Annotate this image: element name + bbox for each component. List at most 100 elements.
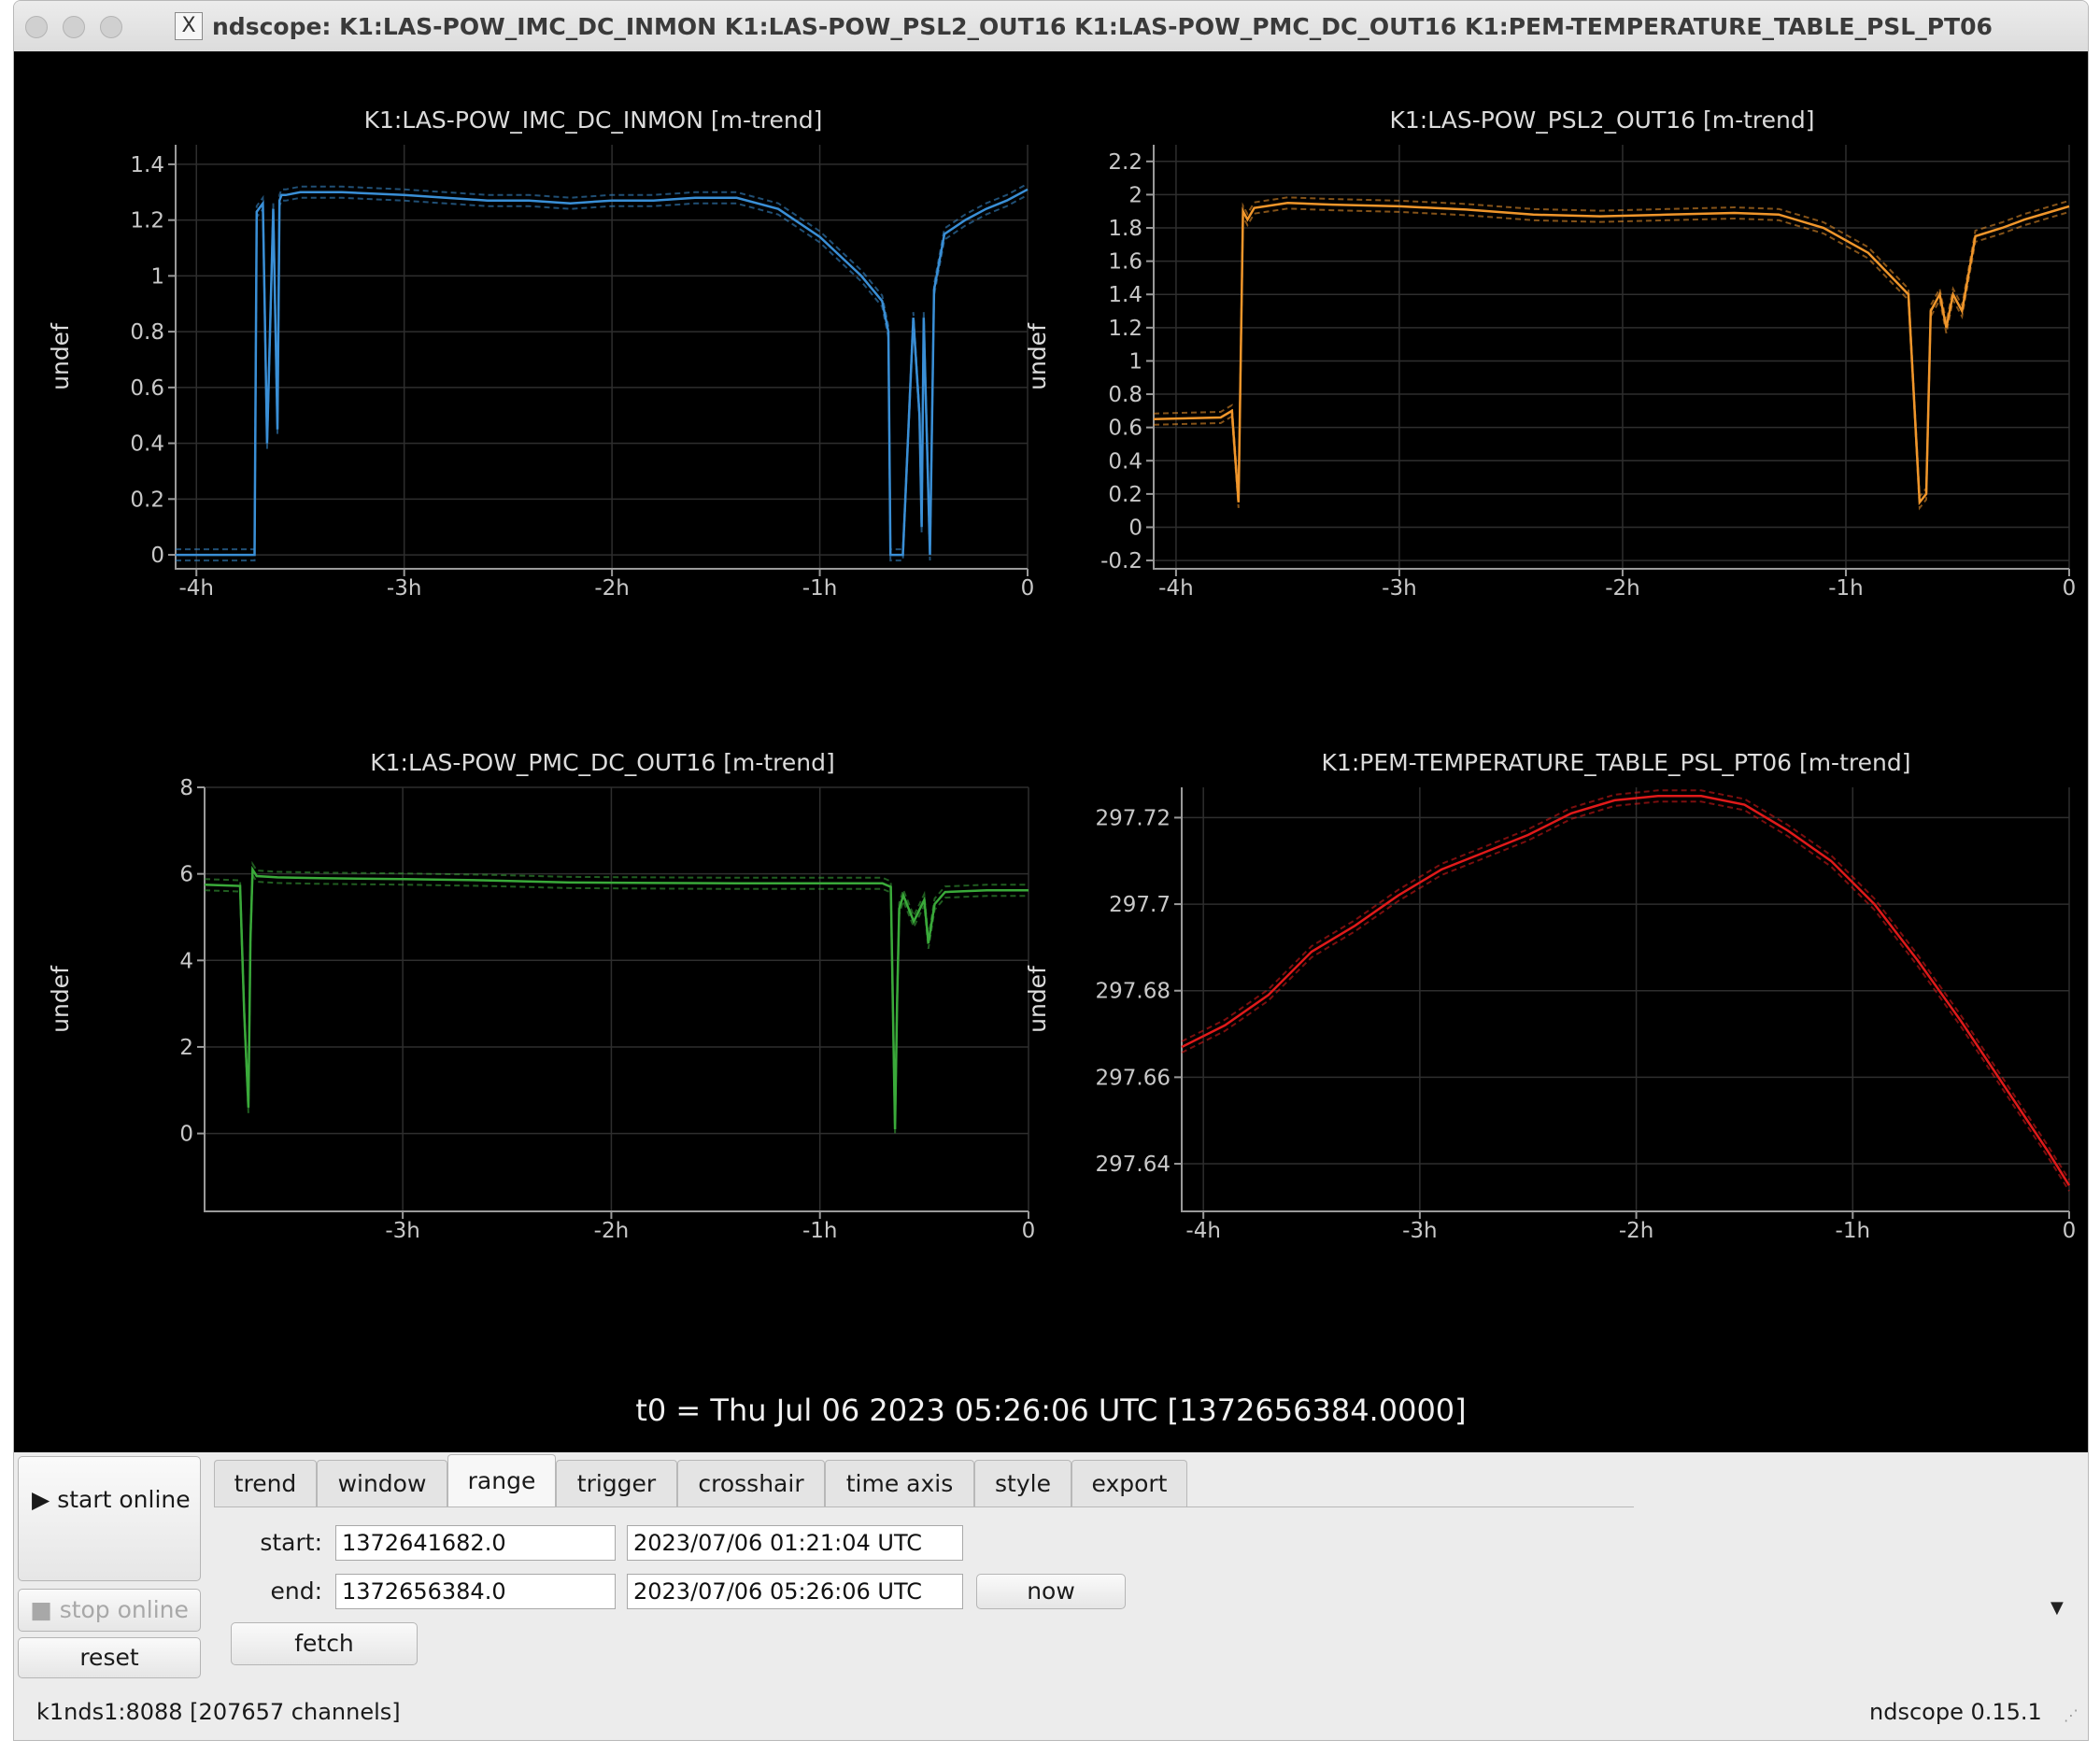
stop-icon: ■ — [30, 1596, 52, 1623]
end-label: end: — [270, 1577, 322, 1605]
series-max-line — [1153, 196, 2070, 500]
y-tick-label: 297.72 — [1096, 806, 1171, 830]
plot-1[interactable]: K1:LAS-POW_IMC_DC_INMON [m-trend] undef -4… — [47, 106, 1034, 601]
y-tick-label: 1 — [1128, 349, 1142, 374]
series-min-line — [176, 193, 1029, 562]
tab-trigger[interactable]: trigger — [556, 1460, 677, 1506]
x11-app-icon: X — [175, 12, 203, 40]
y-tick-label: 0.6 — [1108, 417, 1142, 441]
control-panel: ▶ start online ■ stop online reset trend… — [14, 1452, 2088, 1740]
y-tick-label: 8 — [179, 776, 193, 800]
y-tick-label: 297.64 — [1096, 1153, 1171, 1177]
plots-canvas[interactable]: t0 = Thu Jul 06 2023 05:26:06 UTC [13726… — [14, 51, 2088, 1452]
series-min-line — [204, 871, 1029, 1136]
tab-bar: trend window range trigger crosshair tim… — [214, 1452, 1634, 1507]
tab-crosshair[interactable]: crosshair — [677, 1460, 825, 1506]
y-tick-label: 0.4 — [1108, 449, 1142, 474]
tab-time-axis[interactable]: time axis — [825, 1460, 974, 1506]
x-tick-label: -2h — [594, 1219, 630, 1243]
tab-trend[interactable]: trend — [214, 1460, 317, 1506]
axis-lines — [204, 787, 1029, 1212]
axis-lines — [1181, 787, 2069, 1212]
series-mean-line — [204, 865, 1029, 1130]
y-axis-label: undef — [47, 965, 74, 1033]
plot-area[interactable]: t0 = Thu Jul 06 2023 05:26:06 UTC [13726… — [14, 51, 2088, 1452]
series-mean-line — [176, 188, 1029, 557]
zoom-window-button[interactable] — [100, 16, 122, 38]
series-mean-line — [1181, 795, 2071, 1186]
x-tick-label: -2h — [1605, 576, 1640, 601]
tab-range[interactable]: range — [447, 1454, 556, 1506]
y-tick-label: 1.8 — [1108, 217, 1142, 241]
grid — [1154, 145, 2070, 569]
y-axis-label: undef — [1024, 965, 1051, 1033]
y-tick-label: 1.4 — [130, 153, 164, 177]
close-window-button[interactable] — [25, 16, 48, 38]
resize-grip-icon[interactable]: ⋰ — [2064, 1706, 2079, 1724]
y-tick-label: 0 — [150, 544, 164, 568]
y-tick-label: 0.2 — [1108, 483, 1142, 507]
start-label: start: — [260, 1529, 322, 1556]
y-tick-label: 1 — [150, 264, 164, 289]
plot-title: K1:LAS-POW_PMC_DC_OUT16 [m-trend] — [370, 749, 835, 776]
y-tick-label: 297.7 — [1109, 893, 1171, 917]
series-max-line — [176, 182, 1029, 551]
y-tick-label: 0.6 — [130, 376, 164, 401]
ndscope-window: X ndscope: K1:LAS-POW_IMC_DC_INMON K1:LA… — [13, 0, 2089, 1741]
y-tick-label: 1.2 — [130, 209, 164, 233]
y-tick-label: 2.2 — [1108, 150, 1142, 175]
grid — [205, 786, 1029, 1211]
stop-online-button[interactable]: ■ stop online — [18, 1589, 201, 1632]
plot-title: K1:LAS-POW_PSL2_OUT16 [m-trend] — [1390, 106, 1815, 134]
y-tick-label: 297.66 — [1096, 1066, 1171, 1090]
y-axis-label: undef — [1024, 322, 1051, 390]
x-tick-label: -2h — [1619, 1219, 1654, 1243]
y-tick-label: 1.6 — [1108, 250, 1142, 275]
y-tick-label: 0 — [179, 1123, 193, 1147]
y-tick-label: 2 — [1128, 183, 1142, 207]
x-tick-label: 0 — [2063, 1219, 2077, 1243]
reset-button[interactable]: reset — [18, 1637, 201, 1678]
server-status: k1nds1:8088 [207657 channels] — [36, 1699, 401, 1725]
x-tick-label: -2h — [594, 576, 630, 601]
play-icon: ▶ — [32, 1486, 50, 1513]
end-utc-field[interactable]: 2023/07/06 05:26:06 UTC — [627, 1574, 963, 1609]
x-tick-label: -4h — [178, 576, 214, 601]
x-tick-label: -3h — [387, 576, 422, 601]
plot-3[interactable]: K1:LAS-POW_PMC_DC_OUT16 [m-trend] undef -3… — [47, 749, 1035, 1243]
axis-lines — [1153, 145, 2069, 570]
plot-2[interactable]: K1:LAS-POW_PSL2_OUT16 [m-trend] undef -4h -… — [1024, 106, 2076, 601]
tab-window[interactable]: window — [317, 1460, 447, 1506]
axis-lines — [175, 145, 1028, 570]
minimize-window-button[interactable] — [63, 16, 85, 38]
series-min-line — [1181, 800, 2070, 1192]
start-utc-field[interactable]: 2023/07/06 01:21:04 UTC — [627, 1525, 963, 1561]
tab-style[interactable]: style — [974, 1460, 1071, 1506]
series-mean-line — [1153, 202, 2070, 506]
grid — [1182, 787, 2070, 1211]
plot-4[interactable]: K1:PEM-TEMPERATURE_TABLE_PSL_PT06 [m-tre… — [1024, 749, 2076, 1243]
tab-export[interactable]: export — [1071, 1460, 1187, 1506]
series-max-line — [1181, 789, 2070, 1181]
start-online-button[interactable]: ▶ start online — [18, 1456, 201, 1581]
start-gps-field[interactable]: 1372641682.0 — [335, 1525, 616, 1561]
x-tick-label: -1h — [802, 1219, 838, 1243]
version-label: ndscope 0.15.1 — [1869, 1699, 2042, 1725]
t0-label: t0 = Thu Jul 06 2023 05:26:06 UTC [13726… — [635, 1393, 1466, 1428]
x-tick-label: 0 — [2063, 576, 2077, 601]
end-gps-field[interactable]: 1372656384.0 — [335, 1574, 616, 1609]
y-tick-label: 0 — [1128, 516, 1142, 540]
y-tick-label: 6 — [179, 863, 193, 887]
x-tick-label: -1h — [1828, 576, 1864, 601]
fetch-button[interactable]: fetch — [231, 1622, 418, 1665]
x-tick-label: -4h — [1158, 576, 1194, 601]
x-tick-label: -1h — [1836, 1219, 1871, 1243]
y-tick-label: 0.8 — [1108, 383, 1142, 407]
y-tick-label: 4 — [179, 949, 193, 973]
title-bar: X ndscope: K1:LAS-POW_IMC_DC_INMON K1:LA… — [14, 1, 2088, 52]
collapse-arrow-icon[interactable]: ▼ — [2050, 1598, 2064, 1618]
plot-title: K1:PEM-TEMPERATURE_TABLE_PSL_PT06 [m-tre… — [1322, 749, 1911, 776]
x-tick-label: -4h — [1185, 1219, 1221, 1243]
y-tick-label: 0.4 — [130, 432, 164, 457]
now-button[interactable]: now — [976, 1574, 1126, 1609]
